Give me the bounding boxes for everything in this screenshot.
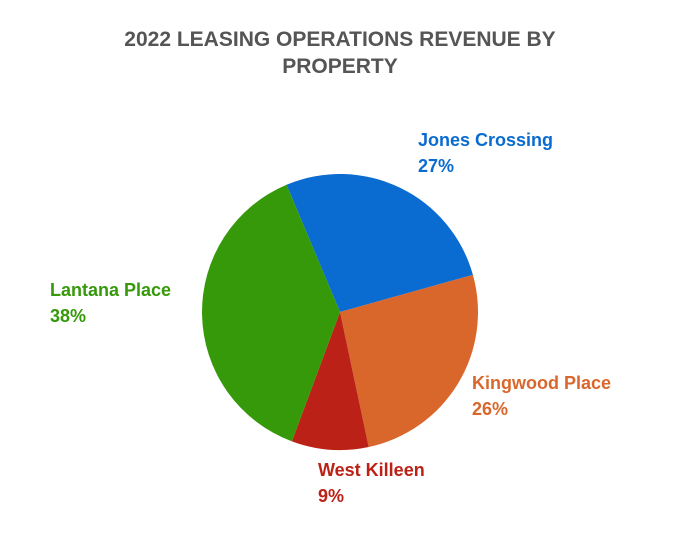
pie-slice xyxy=(340,274,478,447)
slice-value-label: 38% xyxy=(50,306,86,326)
slice-value-label: 26% xyxy=(472,399,508,419)
chart-title: 2022 LEASING OPERATIONS REVENUE BY PROPE… xyxy=(124,28,556,78)
slice-label: Lantana Place xyxy=(50,280,171,300)
slice-label: Jones Crossing xyxy=(418,130,553,150)
slice-value-label: 9% xyxy=(318,486,344,506)
pie-slice xyxy=(286,173,473,312)
pie-slice xyxy=(291,312,369,450)
pie-slice xyxy=(202,184,340,442)
slice-label: West Killeen xyxy=(318,460,425,480)
slice-value-label: 27% xyxy=(418,156,454,176)
slice-label: Kingwood Place xyxy=(472,373,611,393)
